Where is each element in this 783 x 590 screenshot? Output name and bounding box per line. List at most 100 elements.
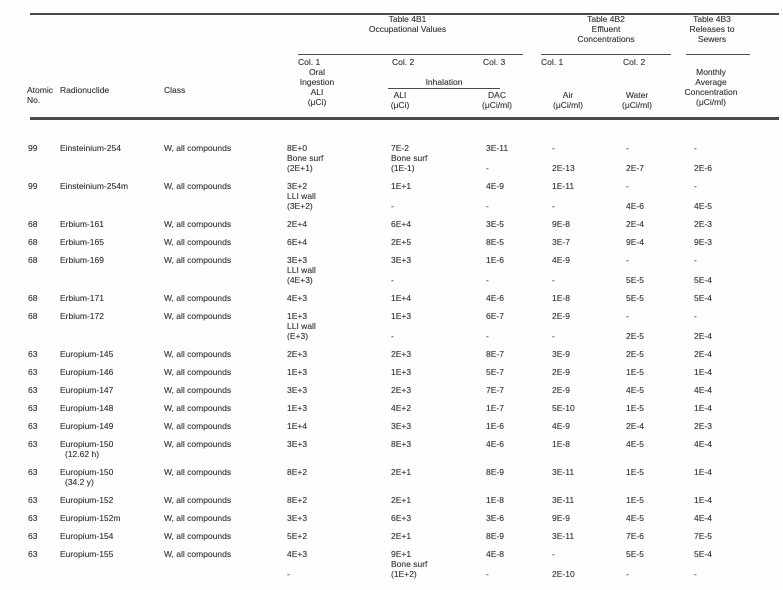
cell-monthly: 2E-3 <box>694 421 783 431</box>
air-column-header: Air (μCi/ml) <box>538 90 598 110</box>
table-4b2-title: Table 4B2 Effluent Concentrations <box>546 14 666 44</box>
cell-dac: 8E-5 <box>486 237 552 247</box>
value-line <box>486 321 552 331</box>
cell-inhal: 1E+1 - <box>391 181 486 211</box>
cell-atomic: 63 <box>28 439 60 459</box>
value-line: - <box>486 201 489 211</box>
value-line: 1E-5 <box>626 403 644 413</box>
value-line <box>391 321 486 331</box>
radionuclide-name-line: Einsteinium-254 <box>60 143 121 153</box>
value-line: 2E-5 <box>626 349 644 359</box>
value-line: 2E-4 <box>694 331 712 341</box>
oral-header-line2: Ingestion <box>299 77 335 87</box>
table-4b3-title-line3: Sewers <box>697 34 727 44</box>
value-line: 4E-5 <box>626 513 644 523</box>
value-line: 3E-6 <box>486 513 504 523</box>
cell-oral: 2E+4 <box>287 219 391 229</box>
cell-oral: 3E+2 LLI wall (3E+2) <box>287 181 391 211</box>
value-line: 1E-8 <box>552 293 570 303</box>
radionuclide-name-line: Europium-150 <box>60 439 114 449</box>
radionuclide-name-line: (34.2 y) <box>65 477 94 487</box>
value-line: W, all compounds <box>164 549 232 559</box>
value-line: (E+3) <box>287 331 309 341</box>
value-line: 4E-8 <box>486 549 504 559</box>
value-line: 2E-3 <box>694 219 712 229</box>
value-line: 99 <box>28 143 38 153</box>
cell-water: 7E-6 <box>626 531 694 541</box>
value-line: 1E+4 <box>391 293 412 303</box>
cell-oral: 5E+2 <box>287 531 391 541</box>
value-line: LLI wall <box>287 191 316 201</box>
value-line: - <box>552 275 555 285</box>
value-line: - <box>486 163 489 173</box>
value-line: 7E-7 <box>486 385 504 395</box>
value-line: 68 <box>28 255 38 265</box>
value-line: 63 <box>28 385 38 395</box>
value-line: 4E-9 <box>552 421 570 431</box>
value-line <box>486 265 552 275</box>
cell-monthly: 5E-4 - <box>694 549 783 579</box>
radionuclide-name-line: Europium-152m <box>60 513 121 523</box>
value-line: 3E+3 <box>287 255 308 265</box>
value-line: - <box>694 255 697 265</box>
cell-monthly: 2E-3 <box>694 219 783 229</box>
value-line: 6E-7 <box>486 311 504 321</box>
value-line: 68 <box>28 293 38 303</box>
cell-monthly: - 4E-5 <box>694 181 783 211</box>
value-line: W, all compounds <box>164 439 232 449</box>
cell-class: W, all compounds <box>164 549 287 579</box>
cell-monthly: 4E-4 <box>694 513 783 523</box>
cell-name: Einsteinium-254 <box>60 143 164 173</box>
value-line: 8E+3 <box>391 439 412 449</box>
value-line: Bone surf <box>391 559 428 569</box>
value-line: 2E-3 <box>694 421 712 431</box>
value-line: W, all compounds <box>164 467 232 477</box>
value-line: 2E-4 <box>626 421 644 431</box>
cell-water: - 4E-6 <box>626 181 694 211</box>
cell-oral: 3E+3 LLI wall (4E+3) <box>287 255 391 285</box>
cell-atomic: 63 <box>28 513 60 523</box>
value-line: 2E-9 <box>552 385 570 395</box>
cell-inhal: 1E+3 <box>391 367 486 377</box>
value-line: W, all compounds <box>164 237 232 247</box>
cell-water: 1E-5 <box>626 467 694 487</box>
value-line: (4E+3) <box>287 275 313 285</box>
value-line: 68 <box>28 219 38 229</box>
cell-oral: 8E+2 <box>287 495 391 505</box>
value-line: 8E-9 <box>486 467 504 477</box>
cell-name: Europium-150 (34.2 y) <box>60 467 164 487</box>
cell-name: Einsteinium-254m <box>60 181 164 211</box>
radionuclide-name-line: Erbium-172 <box>60 311 104 321</box>
monthly-header-line3: Concentration <box>684 87 738 97</box>
value-line <box>391 191 486 201</box>
radionuclide-name-line: Europium-148 <box>60 403 114 413</box>
value-line: 5E-4 <box>694 293 712 303</box>
value-line: 3E+3 <box>287 385 308 395</box>
cell-name: Erbium-165 <box>60 237 164 247</box>
value-line: 3E-5 <box>486 219 504 229</box>
cell-class: W, all compounds <box>164 495 287 505</box>
oral-column-header: Oral Ingestion ALI (μCi) <box>286 67 348 107</box>
value-line <box>486 559 552 569</box>
table-row: 68 Erbium-172 W, all compounds 1E+3 LLI wall… <box>0 311 783 341</box>
cell-class: W, all compounds <box>164 143 287 173</box>
value-line: 1E-8 <box>486 495 504 505</box>
value-line: W, all compounds <box>164 531 232 541</box>
value-line: W, all compounds <box>164 181 232 191</box>
value-line: 9E-9 <box>552 513 570 523</box>
cell-atomic: 63 <box>28 403 60 413</box>
col2-water-label: Col. 2 <box>623 57 646 67</box>
value-line: 68 <box>28 311 38 321</box>
value-line: 3E-11 <box>552 531 575 541</box>
cell-dac: 8E-9 <box>486 467 552 487</box>
value-line: 4E+3 <box>287 549 308 559</box>
value-line: 1E-4 <box>694 467 712 477</box>
cell-name: Europium-149 <box>60 421 164 431</box>
cell-water: 1E-5 <box>626 403 694 413</box>
value-line: (1E-1) <box>391 163 415 173</box>
cell-atomic: 63 <box>28 367 60 377</box>
value-line: 6E+3 <box>391 513 412 523</box>
radionuclide-name-line: Europium-155 <box>60 549 114 559</box>
radionuclide-name-line: Erbium-161 <box>60 219 104 229</box>
value-line: 3E-11 <box>486 143 509 153</box>
